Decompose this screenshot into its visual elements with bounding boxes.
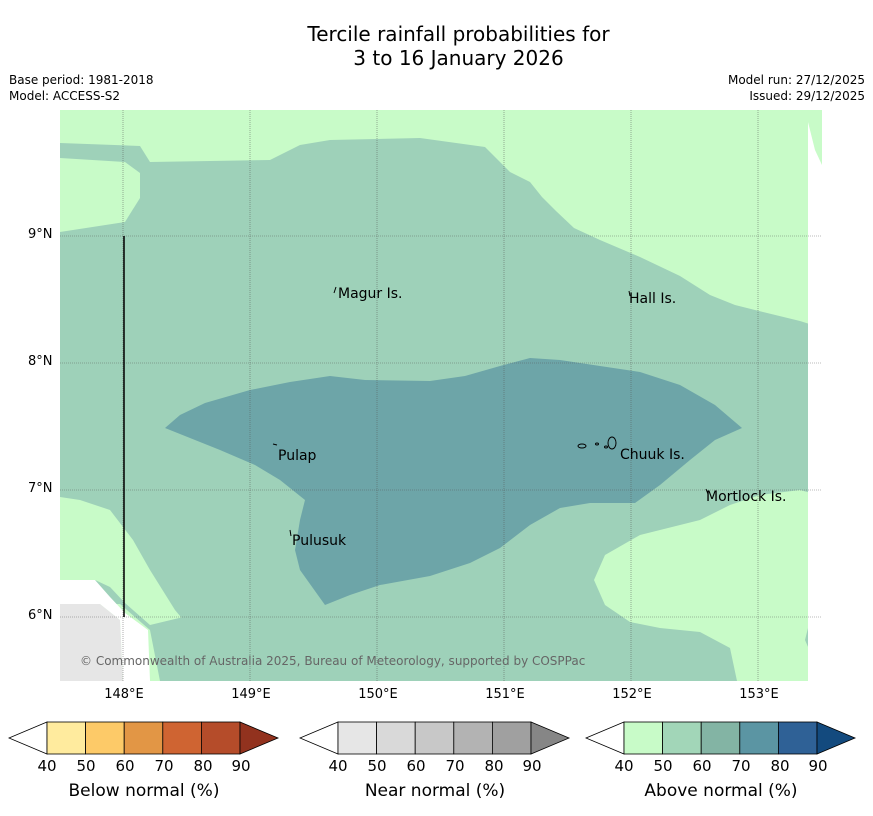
legend-tick: 80 bbox=[193, 757, 213, 775]
model-name: Model: ACCESS-S2 bbox=[9, 89, 121, 103]
legend-tick: 60 bbox=[692, 757, 712, 775]
legend-tick: 90 bbox=[808, 757, 828, 775]
y-tick: 9°N bbox=[28, 227, 53, 242]
colorbar-bin bbox=[376, 721, 416, 755]
base-period: Base period: 1981-2018 bbox=[9, 73, 154, 87]
y-tick: 7°N bbox=[28, 481, 53, 496]
x-tick: 150°E bbox=[358, 687, 398, 702]
colorbar-extend-high bbox=[530, 721, 571, 755]
x-tick: 148°E bbox=[104, 687, 144, 702]
colorbar-near bbox=[299, 721, 571, 755]
y-tick: 6°N bbox=[28, 608, 53, 623]
issued-date: Issued: 29/12/2025 bbox=[749, 89, 865, 103]
legend-tick: 40 bbox=[614, 757, 634, 775]
legend-label-near: Near normal (%) bbox=[364, 781, 506, 801]
legend-label-above: Above normal (%) bbox=[644, 781, 798, 801]
colorbar-extend-low bbox=[585, 721, 625, 755]
x-tick: 149°E bbox=[231, 687, 271, 702]
legend-tick: 40 bbox=[328, 757, 348, 775]
legend-tick: 70 bbox=[731, 757, 751, 775]
colorbar-bin bbox=[85, 721, 125, 755]
x-tick: 152°E bbox=[612, 687, 652, 702]
legend-label-below: Below normal (%) bbox=[68, 781, 220, 801]
legend-tick: 60 bbox=[115, 757, 135, 775]
legend-tick: 40 bbox=[37, 757, 57, 775]
legend-tick: 70 bbox=[445, 757, 465, 775]
colorbar-bin bbox=[162, 721, 202, 755]
legend-tick: 80 bbox=[484, 757, 504, 775]
zone-above-70 bbox=[165, 358, 742, 605]
copyright-notice: © Commonwealth of Australia 2025, Bureau… bbox=[80, 654, 585, 668]
place-pulap: Pulap bbox=[278, 448, 317, 464]
legend-tick: 50 bbox=[367, 757, 387, 775]
place-hall: Hall Is. bbox=[629, 291, 676, 307]
chart-title: Tercile rainfall probabilities for 3 to … bbox=[0, 22, 873, 70]
zone-near-40 bbox=[60, 604, 123, 681]
colorbar-bin bbox=[337, 721, 377, 755]
island-markers bbox=[272, 286, 709, 537]
colorbar-bin bbox=[123, 721, 164, 755]
colorbar-bin bbox=[453, 721, 493, 755]
legend-tick: 90 bbox=[231, 757, 251, 775]
legend-tick: 80 bbox=[770, 757, 790, 775]
x-tick: 151°E bbox=[485, 687, 525, 702]
colorbar-bin bbox=[777, 721, 818, 755]
grid-lines bbox=[60, 110, 822, 681]
place-pulusuk: Pulusuk bbox=[292, 533, 347, 549]
colorbar-extend-low bbox=[8, 721, 48, 755]
colorbar-extend-high bbox=[239, 721, 280, 755]
colorbar-above bbox=[585, 721, 857, 755]
zone-white-gap bbox=[60, 580, 150, 681]
colorbar-bin bbox=[414, 721, 455, 755]
x-tick: 153°E bbox=[739, 687, 779, 702]
legend-tick: 70 bbox=[154, 757, 174, 775]
legend-tick: 60 bbox=[406, 757, 426, 775]
place-magur: Magur Is. bbox=[338, 286, 403, 302]
title-line-1: Tercile rainfall probabilities for bbox=[307, 22, 610, 46]
y-tick: 8°N bbox=[28, 354, 53, 369]
model-run: Model run: 27/12/2025 bbox=[727, 73, 865, 87]
colorbar-bin bbox=[491, 721, 532, 755]
colorbar-extend-high bbox=[816, 721, 857, 755]
legend-tick: 90 bbox=[522, 757, 542, 775]
colorbar-bin bbox=[739, 721, 779, 755]
colorbar-bin bbox=[623, 721, 663, 755]
colorbar-bin bbox=[200, 721, 241, 755]
colorbar-extend-low bbox=[299, 721, 339, 755]
place-mortlock: Mortlock Is. bbox=[706, 489, 786, 505]
place-chuuk: Chuuk Is. bbox=[620, 447, 685, 463]
colorbar-bin bbox=[662, 721, 702, 755]
meta-left: Base period: 1981-2018 Model: ACCESS-S2 bbox=[9, 72, 154, 104]
colorbar-below bbox=[8, 721, 280, 755]
zone-above-60-north-gap bbox=[60, 158, 140, 232]
legend-tick: 50 bbox=[653, 757, 673, 775]
no-data-strip bbox=[808, 110, 822, 681]
legend-tick: 50 bbox=[76, 757, 96, 775]
meta-right: Model run: 27/12/2025 Issued: 29/12/2025 bbox=[728, 72, 865, 104]
zone-east-edge bbox=[805, 110, 822, 165]
title-line-2: 3 to 16 January 2026 bbox=[353, 46, 564, 70]
colorbar-bin bbox=[700, 721, 741, 755]
colorbar-bin bbox=[46, 721, 86, 755]
